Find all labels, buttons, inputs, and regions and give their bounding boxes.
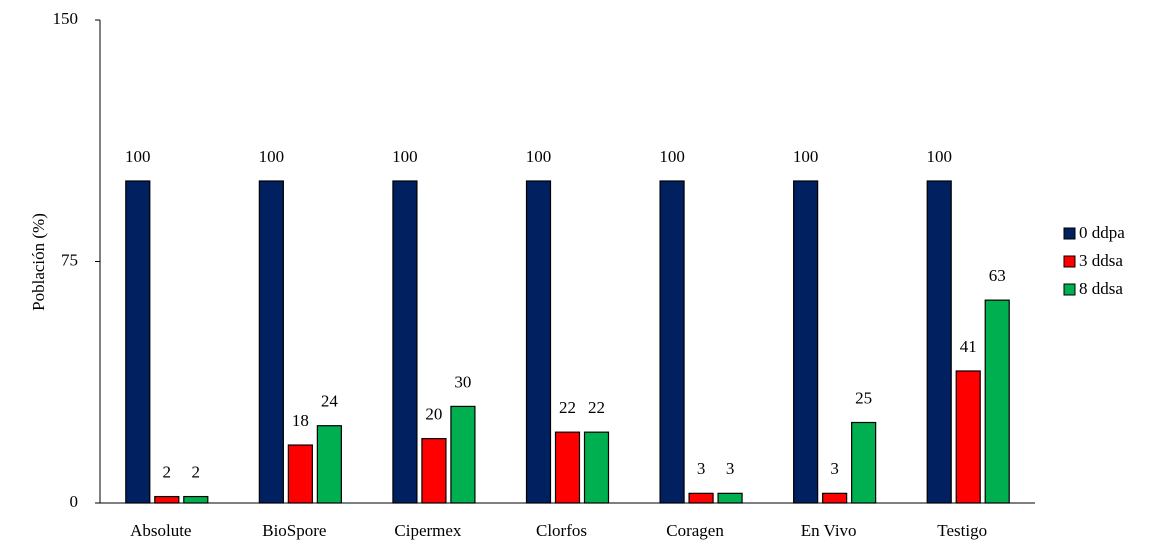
bar (258, 180, 284, 504)
bar (554, 431, 581, 504)
bar (583, 431, 610, 504)
bar (659, 180, 685, 504)
bar (154, 495, 180, 504)
data-label: 63 (989, 266, 1006, 285)
data-label: 25 (855, 388, 872, 407)
data-label: 100 (659, 147, 685, 166)
data-label: 100 (793, 147, 819, 166)
y-axis-title: Población (%) (29, 213, 48, 311)
y-tick-label: 0 (70, 492, 79, 511)
legend-swatch (1063, 283, 1076, 296)
data-label: 3 (726, 459, 735, 478)
bar (984, 299, 1010, 504)
data-label: 3 (697, 459, 706, 478)
legend-swatch (1063, 227, 1076, 240)
bar (525, 180, 552, 504)
bar (287, 444, 313, 504)
x-tick-label: En Vivo (801, 521, 857, 540)
y-tick-label: 150 (53, 9, 79, 28)
bar (822, 492, 848, 504)
bar (392, 180, 418, 504)
x-tick-label: BioSpore (262, 521, 326, 540)
x-tick-label: Testigo (937, 521, 987, 540)
bar (183, 495, 209, 504)
bar (851, 421, 877, 504)
bar (316, 425, 342, 504)
data-label: 22 (588, 398, 605, 417)
bar (125, 180, 151, 504)
bar (955, 370, 981, 504)
bar (926, 180, 952, 504)
x-tick-label: Coragen (666, 521, 724, 540)
bar (688, 492, 714, 504)
data-label: 20 (425, 405, 442, 424)
data-label: 30 (454, 372, 471, 391)
bar (793, 180, 819, 504)
bar (450, 405, 476, 504)
data-label: 24 (321, 392, 339, 411)
data-label: 100 (926, 147, 952, 166)
legend-swatch (1063, 255, 1076, 268)
legend-label: 0 ddpa (1079, 223, 1125, 242)
x-tick-label: Clorfos (536, 521, 587, 540)
data-label: 3 (830, 459, 839, 478)
bar (717, 492, 743, 504)
data-label: 100 (526, 147, 552, 166)
bar (421, 438, 447, 504)
data-label: 100 (392, 147, 418, 166)
legend-label: 8 ddsa (1079, 279, 1123, 298)
x-tick-label: Cipermex (394, 521, 462, 540)
legend-label: 3 ddsa (1079, 251, 1123, 270)
data-label: 18 (292, 411, 309, 430)
data-label: 2 (163, 462, 172, 481)
data-label: 41 (960, 337, 977, 356)
data-label: 100 (125, 147, 151, 166)
x-tick-label: Absolute (130, 521, 191, 540)
data-label: 100 (259, 147, 285, 166)
y-tick-label: 75 (61, 250, 78, 269)
data-label: 2 (192, 462, 201, 481)
data-label: 22 (559, 398, 576, 417)
